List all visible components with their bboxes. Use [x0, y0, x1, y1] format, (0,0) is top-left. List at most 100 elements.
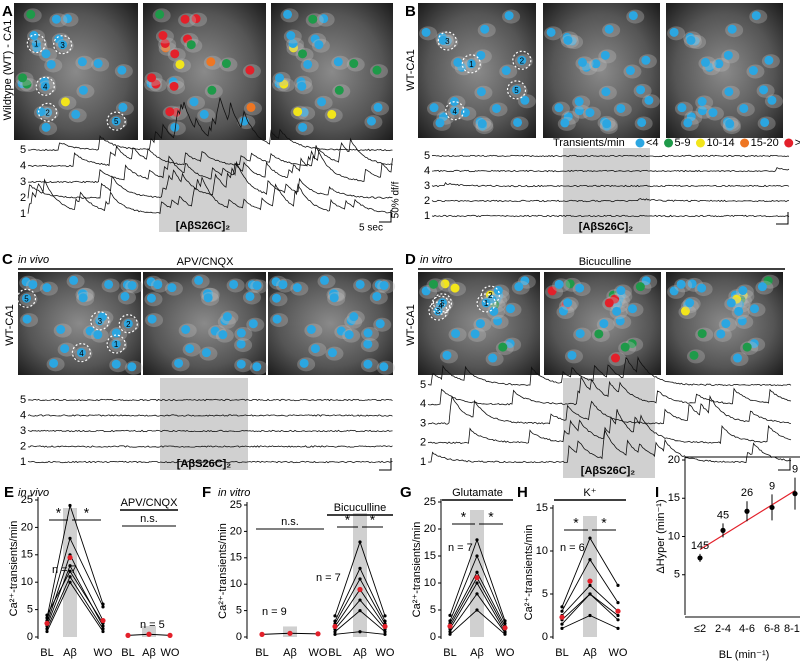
panel-subtitle: in vitro — [218, 487, 250, 499]
count-label: 9 — [792, 464, 798, 476]
x-tick-label: BL — [40, 647, 53, 659]
cell-marker — [554, 279, 564, 289]
sig-label: * — [461, 509, 467, 525]
y-tick-label: 20 — [424, 523, 436, 535]
panel-subtitle: in vivo — [18, 487, 49, 499]
cell-marker — [344, 330, 354, 340]
trace-label: 5 — [20, 144, 26, 156]
cell-marker — [477, 119, 487, 129]
legend-label: 5-9 — [675, 137, 691, 149]
cell-marker — [63, 14, 73, 24]
cell-marker — [697, 106, 707, 116]
cell-marker — [498, 342, 508, 352]
cell-point — [503, 632, 507, 636]
cell-marker — [476, 87, 486, 97]
trace-label: 4 — [420, 398, 426, 410]
cell-marker — [314, 40, 324, 50]
cell-marker — [366, 116, 376, 126]
application-shade — [159, 140, 247, 232]
trace-label: 5 — [20, 394, 26, 406]
cell-number: 4 — [43, 82, 48, 91]
cell-point — [358, 598, 362, 602]
cell-marker — [292, 283, 302, 293]
cell-marker — [221, 59, 231, 69]
y-tick-label: 25 — [424, 496, 436, 508]
cell-marker — [169, 81, 179, 91]
cell-marker — [60, 344, 70, 354]
cell-marker — [78, 85, 88, 95]
cell-marker — [748, 66, 758, 76]
cell-marker — [22, 314, 32, 324]
cell-marker — [470, 329, 480, 339]
sig-label: * — [573, 515, 579, 531]
sig-label: * — [56, 505, 62, 521]
group-title: Bicuculline — [334, 502, 387, 514]
cell-outline — [106, 111, 126, 131]
trace-label: 2 — [420, 437, 426, 449]
cell-marker — [349, 59, 359, 69]
trace-label: 3 — [20, 176, 26, 188]
y-tick-label: 5 — [542, 588, 548, 600]
cell-number: 2 — [45, 108, 50, 117]
cell-marker — [349, 312, 359, 322]
trace-label: 1 — [424, 210, 430, 222]
cell-marker — [236, 339, 246, 349]
cell-outline — [445, 101, 465, 121]
y-tick-label: 20 — [21, 521, 33, 533]
cell-marker — [767, 95, 777, 105]
y-tick-label: 5 — [430, 604, 436, 616]
cell-marker — [488, 353, 498, 363]
x-tick-label: ≤2 — [694, 623, 706, 635]
cell-marker — [272, 314, 282, 324]
cell-marker — [567, 350, 577, 360]
y-tick-label: 0 — [236, 631, 242, 643]
y-tick-label: 25 — [21, 494, 33, 506]
cell-point — [560, 626, 564, 631]
y-tick-label: 20 — [668, 454, 680, 466]
scale-bar — [379, 458, 392, 471]
cell-marker — [742, 342, 752, 352]
x-tick-label: BL — [555, 647, 568, 659]
cell-marker — [185, 344, 195, 354]
cell-point — [448, 630, 452, 634]
cell-marker — [574, 106, 584, 116]
mean-point — [100, 617, 106, 624]
cell-marker — [475, 319, 485, 329]
cell-marker — [26, 9, 36, 19]
mean-point — [502, 625, 508, 631]
panel-label: in vivo — [18, 254, 49, 266]
cell-marker — [372, 65, 382, 75]
cell-point — [475, 592, 479, 596]
cell-marker — [513, 117, 523, 127]
cell-marker — [604, 24, 614, 34]
cell-marker — [229, 279, 239, 289]
cell-marker — [165, 107, 175, 117]
cell-marker — [297, 81, 307, 91]
cell-number: 1 — [469, 60, 474, 69]
cell-outline — [430, 295, 451, 315]
cell-outline — [118, 314, 138, 334]
mean-point — [382, 623, 388, 630]
cell-marker — [438, 35, 448, 45]
y-tick-label: 5 — [27, 604, 33, 616]
cell-outline — [38, 102, 58, 122]
cell-marker — [734, 306, 744, 316]
cell-point — [475, 570, 479, 574]
sig-label: * — [370, 512, 376, 528]
condition: Bicuculline — [579, 256, 632, 268]
cell-marker — [111, 359, 121, 369]
legend-swatch — [664, 138, 674, 148]
application-shade — [583, 516, 597, 637]
cell-marker — [76, 348, 86, 358]
cell-marker — [708, 108, 718, 118]
panel-letter: B — [405, 3, 416, 20]
scale-bar — [776, 212, 789, 225]
cell-number: 2 — [520, 56, 525, 65]
mean-point — [167, 632, 173, 638]
legend-label: <4 — [646, 137, 659, 149]
point — [697, 555, 703, 561]
cell-marker — [69, 275, 79, 285]
cell-marker — [757, 282, 767, 292]
cell-point — [616, 626, 620, 631]
cell-point — [588, 536, 592, 540]
